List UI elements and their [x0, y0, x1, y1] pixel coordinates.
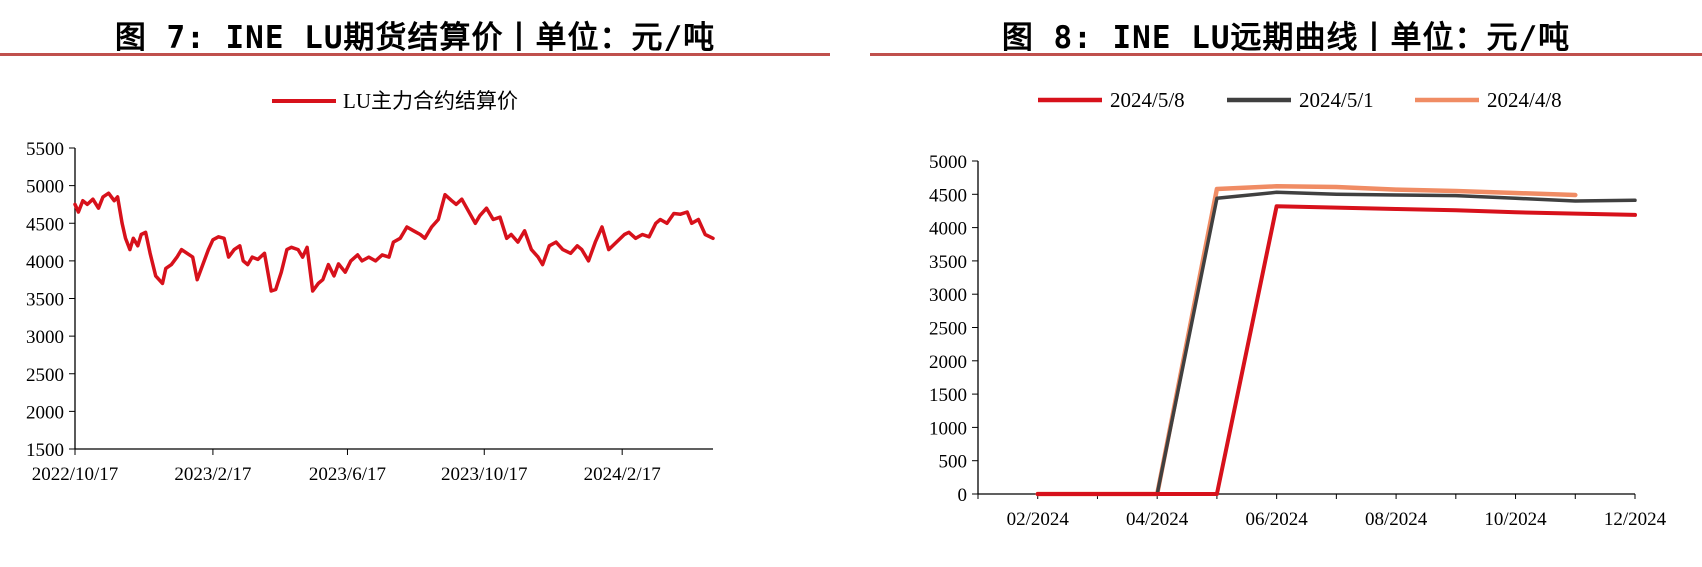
x-tick-label: 06/2024	[1245, 509, 1308, 530]
x-tick-label: 02/2024	[1007, 509, 1070, 530]
y-tick-label: 2000	[929, 352, 967, 373]
legend-label: 2024/5/1	[1299, 88, 1374, 112]
y-tick-label: 4500	[26, 214, 64, 235]
x-tick-label: 2024/2/17	[584, 464, 661, 485]
chart-title: 图 7: INE LU期货结算价丨单位：元/吨	[114, 20, 716, 56]
chart-panel-lu-forward-curve: 图 8: INE LU远期曲线丨单位：元/吨 0 500 1000 1500 2000 2…	[870, 0, 1702, 567]
y-tick-label: 2500	[929, 319, 967, 340]
x-tick-label: 08/2024	[1365, 509, 1428, 530]
y-tick-label: 0	[958, 485, 968, 506]
chart-lu-forward-curve: 0 500 1000 1500 2000 2500 3000 3500 4000 4500 5000…	[929, 88, 1667, 530]
legend-label: LU主力合约结算价	[343, 89, 518, 113]
series-line	[1035, 184, 1578, 497]
title-rule	[0, 53, 830, 56]
y-tick-label: 1500	[26, 440, 64, 461]
chart-title: 图 8: INE LU远期曲线丨单位：元/吨	[1001, 20, 1571, 56]
y-tick-label: 3500	[929, 252, 967, 273]
legend-label: 2024/4/8	[1487, 88, 1562, 112]
x-tick-label: 10/2024	[1484, 509, 1547, 530]
legend-label: 2024/5/8	[1110, 88, 1185, 112]
x-tick-label: 04/2024	[1126, 509, 1189, 530]
y-tick-label: 1000	[929, 418, 967, 439]
y-tick-label: 5000	[26, 177, 64, 198]
series-line	[73, 191, 715, 293]
y-tick-label: 5000	[929, 152, 967, 173]
y-tick-label: 2500	[26, 365, 64, 386]
x-tick-label: 2023/6/17	[309, 464, 386, 485]
y-tick-label: 3000	[26, 327, 64, 348]
y-tick-label: 4000	[929, 219, 967, 240]
y-tick-label: 4500	[929, 185, 967, 206]
y-tick-label: 500	[939, 452, 968, 473]
y-tick-label: 4000	[26, 252, 64, 273]
chart-lu-settlement: 1500 2000 2500 3000 3500 4000 4500 5000 5500 2022…	[26, 89, 715, 485]
x-tick-label: 2022/10/17	[32, 464, 119, 485]
y-tick-label: 3000	[929, 285, 967, 306]
y-tick-label: 2000	[26, 402, 64, 423]
x-tick-label: 2023/10/17	[441, 464, 528, 485]
y-tick-label: 3500	[26, 290, 64, 311]
series-line	[1035, 190, 1637, 496]
series-line	[1035, 204, 1637, 496]
title-rule	[870, 53, 1702, 56]
y-tick-label: 5500	[26, 139, 64, 160]
x-tick-label: 2023/2/17	[174, 464, 251, 485]
chart-panel-lu-settlement: 图 7: INE LU期货结算价丨单位：元/吨 1500 2000 2500 3000…	[0, 0, 830, 567]
x-tick-label: 12/2024	[1604, 509, 1667, 530]
y-tick-label: 1500	[929, 385, 967, 406]
